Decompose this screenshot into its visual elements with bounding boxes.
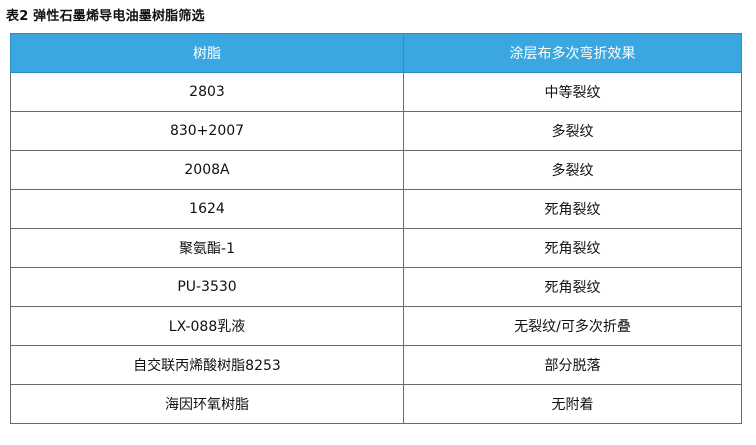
resin-cell: 2803 bbox=[10, 72, 404, 112]
table-row: 2008A 多裂纹 bbox=[10, 150, 742, 190]
effect-cell: 多裂纹 bbox=[403, 150, 742, 190]
table-row: 聚氨酯-1 死角裂纹 bbox=[10, 228, 742, 268]
effect-cell: 部分脱落 bbox=[403, 345, 742, 385]
table-row: 自交联丙烯酸树脂8253 部分脱落 bbox=[10, 345, 742, 385]
column-header-effect: 涂层布多次弯折效果 bbox=[403, 33, 742, 73]
resin-cell: 聚氨酯-1 bbox=[10, 228, 404, 268]
column-header-resin: 树脂 bbox=[10, 33, 404, 73]
effect-cell: 死角裂纹 bbox=[403, 189, 742, 229]
table-row: 2803 中等裂纹 bbox=[10, 72, 742, 112]
table-row: 830+2007 多裂纹 bbox=[10, 111, 742, 151]
effect-cell: 无裂纹/可多次折叠 bbox=[403, 306, 742, 346]
table-row: 海因环氧树脂 无附着 bbox=[10, 384, 742, 424]
effect-cell: 死角裂纹 bbox=[403, 228, 742, 268]
table-caption: 表2 弹性石墨烯导电油墨树脂筛选 bbox=[6, 9, 205, 24]
effect-cell: 无附着 bbox=[403, 384, 742, 424]
effect-cell: 多裂纹 bbox=[403, 111, 742, 151]
table-row: 1624 死角裂纹 bbox=[10, 189, 742, 229]
table-row: LX-088乳液 无裂纹/可多次折叠 bbox=[10, 306, 742, 346]
resin-cell: LX-088乳液 bbox=[10, 306, 404, 346]
resin-screening-table: 树脂 涂层布多次弯折效果 2803 中等裂纹 830+2007 多裂纹 2008… bbox=[10, 33, 742, 424]
resin-cell: 自交联丙烯酸树脂8253 bbox=[10, 345, 404, 385]
resin-cell: 830+2007 bbox=[10, 111, 404, 151]
resin-cell: 1624 bbox=[10, 189, 404, 229]
effect-cell: 死角裂纹 bbox=[403, 267, 742, 307]
resin-cell: 2008A bbox=[10, 150, 404, 190]
table-row: PU-3530 死角裂纹 bbox=[10, 267, 742, 307]
resin-cell: 海因环氧树脂 bbox=[10, 384, 404, 424]
effect-cell: 中等裂纹 bbox=[403, 72, 742, 112]
table-header-row: 树脂 涂层布多次弯折效果 bbox=[10, 33, 742, 73]
resin-cell: PU-3530 bbox=[10, 267, 404, 307]
